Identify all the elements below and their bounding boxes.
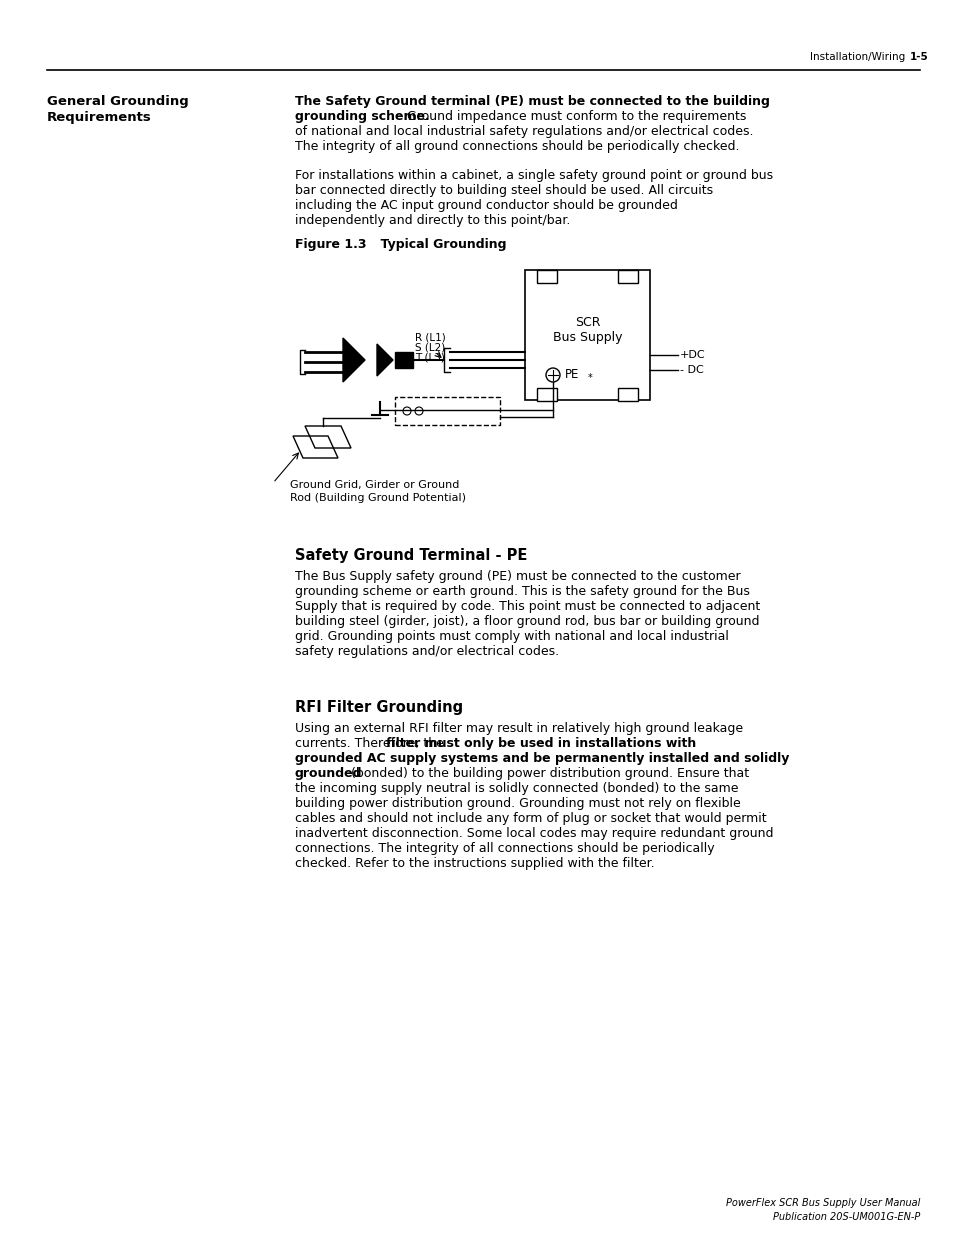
Text: including the AC input ground conductor should be grounded: including the AC input ground conductor …	[294, 199, 678, 212]
Text: Ground Grid, Girder or Ground: Ground Grid, Girder or Ground	[290, 480, 459, 490]
Text: The Bus Supply safety ground (PE) must be connected to the customer: The Bus Supply safety ground (PE) must b…	[294, 571, 740, 583]
Text: R (L1): R (L1)	[415, 332, 445, 342]
Text: grid. Grounding points must comply with national and local industrial: grid. Grounding points must comply with …	[294, 630, 728, 643]
Text: 1-5: 1-5	[909, 52, 928, 62]
Text: Rod (Building Ground Potential): Rod (Building Ground Potential)	[290, 493, 465, 503]
Text: The integrity of all ground connections should be periodically checked.: The integrity of all ground connections …	[294, 140, 739, 153]
Text: grounding scheme.: grounding scheme.	[294, 110, 429, 124]
Text: RFI Filter Grounding: RFI Filter Grounding	[294, 700, 462, 715]
Text: T (L3): T (L3)	[415, 352, 444, 362]
Text: Ground impedance must conform to the requirements: Ground impedance must conform to the req…	[402, 110, 745, 124]
Bar	[618, 388, 638, 401]
Text: +DC: +DC	[679, 350, 705, 359]
Text: Using an external RFI filter may result in relatively high ground leakage: Using an external RFI filter may result …	[294, 722, 742, 735]
Text: cables and should not include any form of plug or socket that would permit: cables and should not include any form o…	[294, 811, 766, 825]
Text: General Grounding: General Grounding	[47, 95, 189, 107]
Text: bar connected directly to building steel should be used. All circuits: bar connected directly to building steel…	[294, 184, 713, 198]
Text: inadvertent disconnection. Some local codes may require redundant ground: inadvertent disconnection. Some local co…	[294, 827, 773, 840]
Text: Typical Grounding: Typical Grounding	[363, 238, 506, 251]
Text: connections. The integrity of all connections should be periodically: connections. The integrity of all connec…	[294, 842, 714, 855]
Text: grounded AC supply systems and be permanently installed and solidly: grounded AC supply systems and be perman…	[294, 752, 788, 764]
Text: Requirements: Requirements	[47, 111, 152, 124]
Text: - DC: - DC	[679, 366, 703, 375]
Text: *: *	[587, 373, 592, 383]
Text: Safety Ground Terminal - PE: Safety Ground Terminal - PE	[294, 548, 527, 563]
Text: filter must only be used in installations with: filter must only be used in installation…	[386, 737, 696, 750]
Text: of national and local industrial safety regulations and/or electrical codes.: of national and local industrial safety …	[294, 125, 753, 138]
Text: building steel (girder, joist), a floor ground rod, bus bar or building ground: building steel (girder, joist), a floor …	[294, 615, 759, 629]
Bar	[537, 270, 557, 283]
Text: Bus Supply: Bus Supply	[552, 331, 621, 343]
Text: Figure 1.3: Figure 1.3	[294, 238, 366, 251]
Bar	[524, 270, 649, 400]
Text: PowerFlex SCR Bus Supply User Manual: PowerFlex SCR Bus Supply User Manual	[725, 1198, 919, 1208]
Text: safety regulations and/or electrical codes.: safety regulations and/or electrical cod…	[294, 645, 558, 658]
Bar	[537, 388, 557, 401]
Text: grounded: grounded	[294, 767, 362, 781]
Text: The Safety Ground terminal (PE) must be connected to the building: The Safety Ground terminal (PE) must be …	[294, 95, 769, 107]
Text: PE: PE	[564, 368, 578, 382]
Text: Supply that is required by code. This point must be connected to adjacent: Supply that is required by code. This po…	[294, 600, 760, 613]
Bar	[395, 396, 499, 425]
Text: the incoming supply neutral is solidly connected (bonded) to the same: the incoming supply neutral is solidly c…	[294, 782, 738, 795]
Text: SCR: SCR	[574, 315, 599, 329]
Bar	[618, 270, 638, 283]
Text: Installation/Wiring: Installation/Wiring	[809, 52, 904, 62]
Polygon shape	[376, 345, 393, 375]
Text: S (L2): S (L2)	[415, 342, 445, 352]
Text: independently and directly to this point/bar.: independently and directly to this point…	[294, 214, 570, 227]
Bar	[395, 352, 413, 368]
Polygon shape	[343, 338, 365, 382]
Text: building power distribution ground. Grounding must not rely on flexible: building power distribution ground. Grou…	[294, 797, 740, 810]
Text: (bonded) to the building power distribution ground. Ensure that: (bonded) to the building power distribut…	[347, 767, 748, 781]
Text: checked. Refer to the instructions supplied with the filter.: checked. Refer to the instructions suppl…	[294, 857, 654, 869]
Text: Publication 20S-UM001G-EN-P: Publication 20S-UM001G-EN-P	[772, 1212, 919, 1221]
Text: grounding scheme or earth ground. This is the safety ground for the Bus: grounding scheme or earth ground. This i…	[294, 585, 749, 598]
Text: For installations within a cabinet, a single safety ground point or ground bus: For installations within a cabinet, a si…	[294, 169, 772, 182]
Text: currents. Therefore, the: currents. Therefore, the	[294, 737, 447, 750]
